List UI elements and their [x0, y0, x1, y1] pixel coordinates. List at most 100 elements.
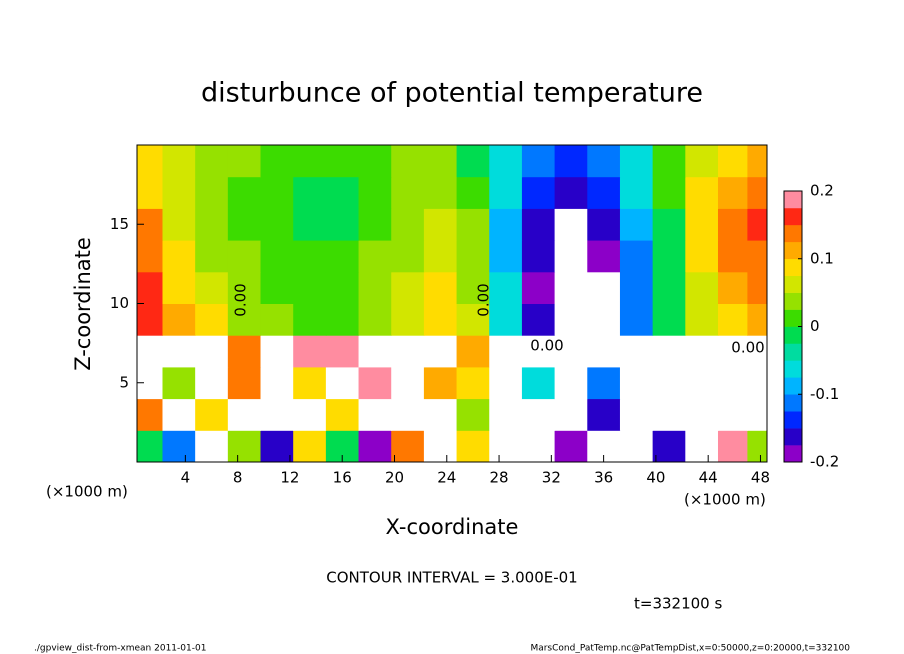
cell — [137, 176, 163, 209]
colorbar-segment — [784, 241, 802, 260]
cell — [293, 366, 327, 400]
cell — [489, 271, 523, 304]
cell — [293, 398, 327, 431]
x-tick-label: 8 — [233, 469, 243, 487]
cell — [423, 398, 458, 431]
colorbar-segment — [784, 343, 802, 361]
cell — [293, 145, 327, 178]
cell — [358, 335, 392, 368]
cell — [456, 430, 490, 462]
cell — [391, 176, 425, 209]
cell — [358, 176, 392, 209]
cell — [652, 145, 686, 178]
cell — [162, 430, 196, 462]
cell — [391, 240, 425, 273]
cell — [260, 145, 294, 178]
x-tick-label: 48 — [751, 469, 770, 487]
cell — [521, 208, 556, 241]
colorbar-segment — [784, 258, 802, 276]
cell — [554, 335, 588, 368]
x-tick-label: 12 — [280, 469, 299, 487]
cell — [391, 366, 425, 400]
cell — [554, 271, 588, 304]
cell — [162, 208, 196, 241]
cell — [293, 240, 327, 273]
x-tick-label: 24 — [437, 469, 456, 487]
cell — [423, 240, 458, 273]
cell — [260, 335, 294, 368]
cell — [489, 176, 523, 209]
cell — [325, 366, 360, 400]
cell — [747, 271, 767, 304]
cell — [162, 240, 196, 273]
cell — [619, 303, 654, 336]
cell — [358, 366, 392, 400]
colorbar-segment — [784, 309, 802, 327]
cell — [260, 303, 294, 336]
colorbar-segment — [784, 377, 802, 395]
cell — [227, 208, 262, 241]
contour-label: 0.00 — [232, 283, 250, 316]
cell — [195, 398, 229, 431]
cell — [456, 176, 490, 209]
cell — [227, 430, 262, 462]
cell — [391, 271, 425, 304]
contour-label: 0.00 — [731, 339, 764, 357]
time-label: t=332100 s — [634, 595, 722, 613]
cell — [358, 303, 392, 336]
cell — [685, 303, 719, 336]
colorbar-segment — [784, 360, 802, 378]
cell — [325, 398, 360, 431]
colorbar-segment — [784, 411, 802, 429]
cell — [747, 176, 767, 209]
cell — [358, 271, 392, 304]
cell — [521, 271, 556, 304]
cell — [162, 303, 196, 336]
cell — [325, 303, 360, 336]
x-unit: (×1000 m) — [46, 483, 128, 501]
colorbar-segment — [784, 207, 802, 226]
colorbar-segment — [784, 224, 802, 243]
cell — [747, 303, 767, 336]
cell — [293, 335, 327, 368]
cell — [137, 240, 163, 273]
cell — [652, 398, 686, 431]
cell — [227, 366, 262, 400]
cell — [619, 366, 654, 400]
cell — [619, 176, 654, 209]
x-tick-label: 36 — [594, 469, 613, 487]
cell — [587, 240, 621, 273]
cell — [521, 145, 556, 178]
cell — [260, 176, 294, 209]
cell — [325, 240, 360, 273]
cell — [652, 240, 686, 273]
cell — [619, 208, 654, 241]
cell — [137, 335, 163, 368]
cell — [195, 366, 229, 400]
cell — [717, 430, 748, 462]
colorbar-tick-label: 0.2 — [810, 182, 834, 200]
cell — [260, 271, 294, 304]
cell — [587, 366, 621, 400]
cell — [137, 430, 163, 462]
cell — [391, 303, 425, 336]
cell — [423, 145, 458, 178]
cell — [423, 176, 458, 209]
x-tick-label: 40 — [646, 469, 665, 487]
cell — [587, 303, 621, 336]
cell — [619, 398, 654, 431]
cell — [554, 145, 588, 178]
y-tick-label: 5 — [119, 373, 129, 391]
cell — [747, 240, 767, 273]
contour-label: 0.00 — [475, 283, 493, 316]
cell — [227, 145, 262, 178]
colorbar-tick-label: 0.1 — [810, 249, 834, 267]
cell — [325, 271, 360, 304]
cell — [717, 176, 748, 209]
cell — [358, 430, 392, 462]
cell — [195, 240, 229, 273]
cell — [423, 303, 458, 336]
cell — [685, 208, 719, 241]
cell — [554, 366, 588, 400]
